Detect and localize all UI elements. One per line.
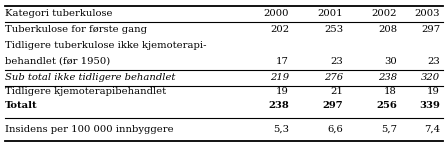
Text: Insidens per 100 000 innbyggere: Insidens per 100 000 innbyggere [5,125,174,133]
Text: 320: 320 [421,74,440,82]
Text: 5,7: 5,7 [381,125,397,133]
Text: 2000: 2000 [263,10,289,19]
Text: 219: 219 [270,74,289,82]
Text: Tuberkulose for første gang: Tuberkulose for første gang [5,25,147,35]
Text: 276: 276 [324,74,343,82]
Text: Tidligere kjemoterapibehandlet: Tidligere kjemoterapibehandlet [5,87,166,96]
Text: 202: 202 [270,25,289,35]
Text: Tidligere tuberkulose ikke kjemoterapi-: Tidligere tuberkulose ikke kjemoterapi- [5,41,207,51]
Text: 2001: 2001 [317,10,343,19]
Text: behandlet (før 1950): behandlet (før 1950) [5,56,110,66]
Text: 21: 21 [330,87,343,96]
Text: 7,4: 7,4 [424,125,440,133]
Text: 5,3: 5,3 [273,125,289,133]
Text: Sub total ikke tidligere behandlet: Sub total ikke tidligere behandlet [5,74,175,82]
Text: 208: 208 [378,25,397,35]
Text: 30: 30 [384,56,397,66]
Text: 253: 253 [324,25,343,35]
Text: 238: 238 [378,74,397,82]
Text: 6,6: 6,6 [327,125,343,133]
Text: 19: 19 [427,87,440,96]
Text: 339: 339 [419,101,440,110]
Text: 238: 238 [268,101,289,110]
Text: 18: 18 [384,87,397,96]
Text: 297: 297 [323,101,343,110]
Text: Totalt: Totalt [5,101,38,110]
Text: Kategori tuberkulose: Kategori tuberkulose [5,10,112,19]
Text: 2002: 2002 [371,10,397,19]
Text: 17: 17 [276,56,289,66]
Text: 23: 23 [427,56,440,66]
Text: 23: 23 [330,56,343,66]
Text: 19: 19 [276,87,289,96]
Text: 2003: 2003 [414,10,440,19]
Text: 297: 297 [421,25,440,35]
Text: 256: 256 [376,101,397,110]
